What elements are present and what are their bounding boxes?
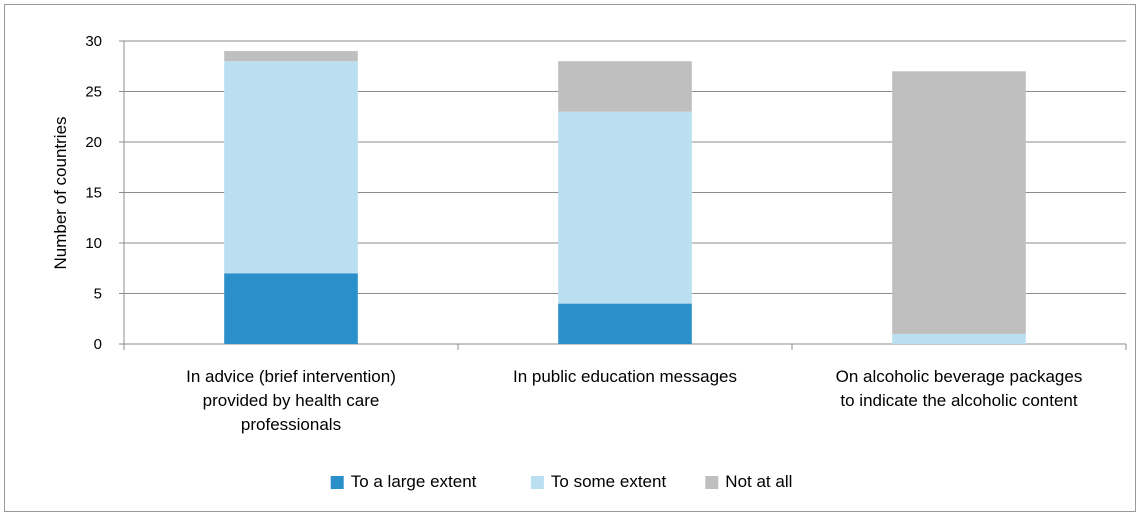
bar-segment-not-at-all: [558, 61, 692, 112]
y-tick-label: 15: [85, 185, 102, 202]
bar-segment-not-at-all: [892, 71, 1026, 334]
x-category-label: In public education messages: [513, 367, 737, 386]
bars: [224, 51, 1026, 344]
y-tick-label: 30: [85, 33, 102, 50]
bar-segment-to-some-extent: [892, 333, 1026, 344]
bar-segment-to-a-large-extent: [558, 303, 692, 344]
y-tick-label: 5: [94, 286, 102, 303]
legend: To a large extent To some extent Not at al…: [330, 472, 792, 491]
legend-label: To some extent: [551, 472, 667, 491]
x-category-label: professionals: [241, 415, 341, 434]
bar-segment-to-some-extent: [558, 111, 692, 304]
legend-label: To a large extent: [351, 472, 477, 491]
bar-segment-not-at-all: [224, 51, 358, 62]
legend-swatch: [530, 476, 544, 489]
x-category-labels: In advice (brief intervention) provided b…: [186, 367, 1082, 434]
y-tick-label: 0: [94, 336, 102, 353]
bar-segment-to-some-extent: [224, 61, 358, 274]
legend-swatch: [330, 476, 344, 489]
bar-segment-to-a-large-extent: [224, 273, 358, 344]
y-tick-label: 10: [85, 235, 102, 252]
x-category-label: In advice (brief intervention): [186, 367, 396, 386]
x-category-label: to indicate the alcoholic content: [840, 391, 1077, 410]
y-tick-label: 20: [85, 134, 102, 151]
x-category-label: On alcoholic beverage packages: [836, 367, 1083, 386]
legend-swatch: [705, 476, 719, 489]
y-tick-label: 25: [85, 84, 102, 101]
y-tick-labels: 0 5 10 15 20 25 30: [85, 33, 102, 353]
x-category-label: provided by health care: [203, 391, 380, 410]
legend-label: Not at all: [725, 472, 792, 491]
y-axis-title: Number of countries: [51, 116, 70, 269]
